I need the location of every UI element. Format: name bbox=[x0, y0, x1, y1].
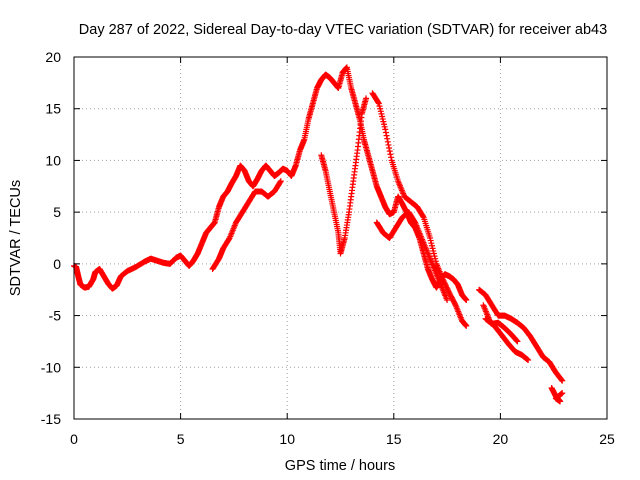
data-point bbox=[420, 213, 427, 220]
data-point bbox=[451, 300, 458, 307]
data-point bbox=[444, 287, 451, 294]
data-point bbox=[513, 337, 520, 344]
data-point bbox=[384, 138, 391, 145]
chart-title: Day 287 of 2022, Sidereal Day-to-day VTE… bbox=[79, 22, 607, 38]
y-tick-label: -10 bbox=[41, 359, 61, 375]
data-point bbox=[463, 297, 470, 304]
y-axis-label: SDTVAR / TECUs bbox=[8, 180, 24, 296]
data-point bbox=[525, 357, 532, 364]
data-point bbox=[386, 148, 393, 155]
y-tick-label: 10 bbox=[45, 152, 61, 168]
data-point bbox=[514, 338, 521, 345]
x-tick-label: 10 bbox=[279, 431, 295, 447]
y-tick-label: 0 bbox=[53, 256, 61, 272]
grid bbox=[74, 57, 607, 419]
x-tick-label: 0 bbox=[70, 431, 78, 447]
data-point bbox=[384, 135, 391, 142]
data-point bbox=[382, 126, 389, 133]
data-point bbox=[382, 129, 389, 136]
data-point bbox=[440, 277, 447, 284]
y-tick-label: -5 bbox=[49, 308, 62, 324]
x-tick-label: 5 bbox=[177, 431, 185, 447]
y-tick-label: 20 bbox=[45, 49, 61, 65]
data-point bbox=[559, 377, 566, 384]
y-tick-label: 5 bbox=[53, 204, 61, 220]
data-points bbox=[71, 64, 566, 405]
data-point bbox=[375, 99, 382, 106]
x-tick-label: 25 bbox=[599, 431, 615, 447]
y-tick-label: 15 bbox=[45, 101, 61, 117]
y-tick-label: -15 bbox=[41, 411, 61, 427]
data-point bbox=[277, 179, 284, 186]
data-point bbox=[558, 376, 565, 383]
data-point bbox=[388, 154, 395, 161]
data-point bbox=[559, 390, 566, 397]
data-point bbox=[441, 279, 448, 286]
data-point bbox=[463, 322, 470, 329]
data-point bbox=[444, 297, 451, 304]
data-point bbox=[387, 151, 394, 158]
axis-ticks: 0 5 10 15 20 25 -15 -10 -5 0 5 10 15 20 bbox=[41, 49, 615, 447]
x-axis-label: GPS time / hours bbox=[285, 458, 395, 474]
data-point bbox=[386, 145, 393, 152]
x-tick-label: 20 bbox=[493, 431, 509, 447]
data-point bbox=[277, 178, 284, 185]
data-point bbox=[385, 141, 392, 148]
data-point bbox=[363, 95, 370, 102]
x-tick-label: 15 bbox=[386, 431, 402, 447]
data-point bbox=[383, 132, 390, 139]
plot-frame bbox=[73, 56, 608, 420]
